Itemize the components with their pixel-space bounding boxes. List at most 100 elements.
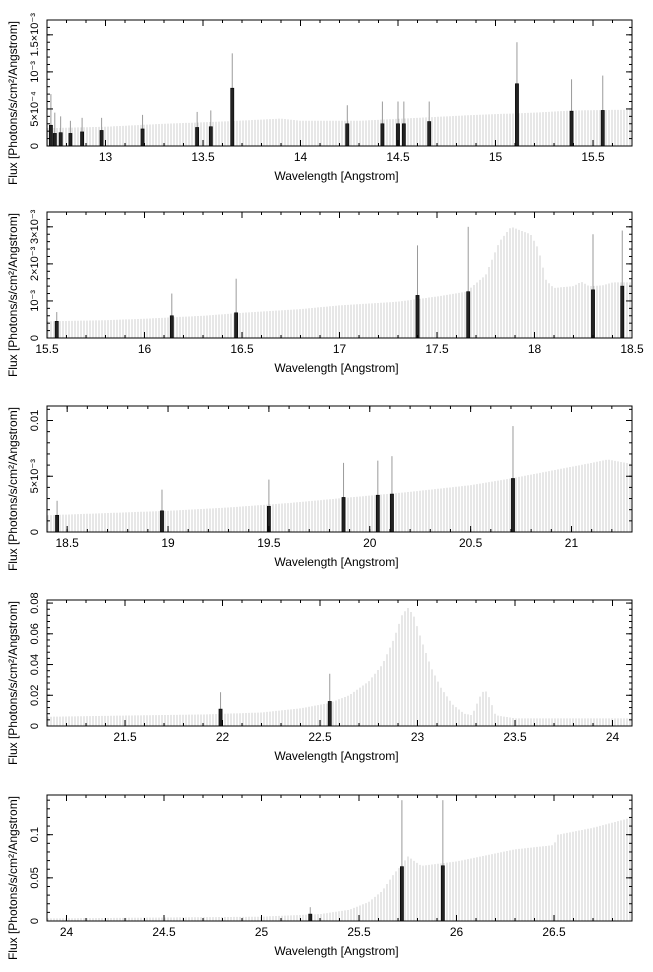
x-tick-label: 24 — [606, 730, 620, 744]
y-tick-label: 0 — [29, 335, 41, 341]
emission-line-bar — [99, 130, 104, 147]
y-tick-label: 0.02 — [29, 685, 41, 706]
spectrum-panel-5: 24 24.5 25 25.5 26 26.5 0 0.05 0.1 Wavelength [An… — [6, 794, 633, 960]
y-tick-label: 0.08 — [29, 592, 41, 613]
x-tick-label: 14.5 — [386, 150, 410, 164]
emission-line-bar — [208, 126, 213, 147]
emission-line-bar — [234, 312, 239, 339]
y-tick-label: 0 — [29, 918, 41, 924]
emission-line-bar — [54, 321, 59, 339]
emission-line-bar — [160, 510, 164, 533]
x-tick-label: 15.5 — [35, 342, 59, 356]
spectrum-panel-2: 15.5 16 16.5 17 17.5 18 18.5 0 10⁻³ 2×10⁻³ 3×10⁻³ W… — [6, 209, 644, 377]
emission-line-bar — [600, 110, 605, 147]
spectrum-panel-1: 13 13.5 14 14.5 15 15.5 0 5×10⁻⁴ 10⁻³ 1.5×10⁻³ Wav… — [6, 13, 633, 185]
y-axis-label: Flux [Photons/s/cm²/Angstrom] — [6, 213, 20, 377]
emission-line-bar — [415, 295, 420, 339]
y-tick-label: 0.01 — [29, 410, 41, 431]
emission-line-bar — [80, 131, 85, 147]
emission-line-bar — [427, 121, 432, 147]
emission-line-bar — [466, 291, 471, 339]
spectrum-panel-4: 21.5 22 22.5 23 23.5 24 0 0.02 0.04 0.06 0.08 Wavel… — [6, 592, 633, 765]
emission-line-bar — [58, 132, 63, 147]
x-tick-label: 13.5 — [191, 150, 215, 164]
x-tick-label: 13 — [99, 150, 113, 164]
y-tick-label: 0.05 — [29, 867, 41, 888]
emission-line-bar — [195, 127, 200, 147]
y-axis-label: Flux [Photons/s/cm²/Angstrom] — [6, 21, 20, 185]
x-tick-label: 15.5 — [581, 150, 605, 164]
x-tick-label: 15 — [489, 150, 503, 164]
x-tick-label: 17 — [333, 342, 347, 356]
y-tick-label: 0 — [29, 529, 41, 535]
x-tick-label: 18 — [528, 342, 542, 356]
emission-line-bar — [569, 110, 574, 147]
emission-line-bar — [169, 315, 174, 339]
x-axis-label: Wavelength [Angstrom] — [274, 555, 398, 569]
emission-line-bar — [308, 913, 313, 922]
x-tick-label: 26.5 — [542, 925, 566, 939]
y-tick-label: 0.1 — [29, 827, 41, 842]
emission-lines — [54, 226, 625, 339]
emission-line-bar — [52, 133, 57, 147]
x-tick-label: 17.5 — [425, 342, 449, 356]
emission-line-bar — [230, 87, 235, 147]
x-tick-label: 24 — [60, 925, 74, 939]
y-axis-label: Flux [Photons/s/cm²/Angstrom] — [6, 796, 20, 960]
emission-line-bar — [390, 493, 394, 533]
x-tick-label: 26 — [450, 925, 464, 939]
x-tick-label: 21.5 — [113, 730, 137, 744]
y-tick-label: 2×10⁻³ — [29, 246, 41, 281]
y-tick-label: 0.04 — [29, 654, 41, 675]
x-tick-label: 23.5 — [503, 730, 527, 744]
emission-line-bar — [620, 285, 625, 339]
y-tick-label: 5×10⁻³ — [29, 459, 41, 494]
model-continuum — [47, 817, 631, 921]
emission-line-bar — [375, 494, 380, 533]
x-axis-label: Wavelength [Angstrom] — [274, 944, 398, 958]
x-tick-label: 16.5 — [230, 342, 254, 356]
emission-line-bar — [380, 123, 385, 147]
emission-line-bar — [345, 123, 350, 147]
x-tick-label: 16 — [138, 342, 152, 356]
emission-line-bar — [515, 83, 519, 147]
x-tick-label: 23 — [411, 730, 425, 744]
model-continuum — [47, 608, 631, 726]
emission-line-bar — [399, 866, 404, 922]
emission-line-bar — [440, 865, 445, 922]
emission-line-bar — [140, 128, 145, 147]
x-tick-label: 20 — [363, 536, 377, 550]
emission-line-bar — [591, 289, 595, 339]
model-continuum — [47, 227, 631, 338]
model-continuum — [47, 459, 631, 532]
y-axis-label: Flux [Photons/s/cm²/Angstrom] — [6, 601, 20, 765]
x-axis-label: Wavelength [Angstrom] — [274, 361, 398, 375]
x-tick-label: 22 — [216, 730, 230, 744]
x-tick-label: 22.5 — [308, 730, 332, 744]
x-tick-label: 25.5 — [347, 925, 371, 939]
x-tick-label: 14 — [294, 150, 308, 164]
model-continuum — [47, 109, 631, 146]
x-tick-label: 21 — [565, 536, 579, 550]
spectrum-panel-3: 18.5 19 19.5 20 20.5 21 0 5×10⁻³ 0.01 Wavelength … — [6, 405, 633, 571]
x-tick-label: 19 — [161, 536, 175, 550]
emission-line-bar — [327, 701, 332, 727]
x-axis-label: Wavelength [Angstrom] — [274, 749, 398, 763]
y-tick-label: 10⁻³ — [29, 61, 41, 83]
x-tick-label: 18.5 — [620, 342, 644, 356]
emission-line-bar — [218, 708, 223, 727]
y-tick-label: 0 — [29, 723, 41, 729]
y-tick-label: 5×10⁻⁴ — [29, 91, 41, 127]
emission-line-bar — [401, 123, 406, 147]
y-tick-label: 10⁻³ — [29, 290, 41, 312]
y-tick-label: 0.06 — [29, 623, 41, 644]
x-tick-label: 25 — [255, 925, 269, 939]
y-tick-label: 1.5×10⁻³ — [29, 13, 41, 57]
emission-line-bar — [55, 514, 59, 533]
x-tick-label: 20.5 — [459, 536, 483, 550]
y-tick-label: 0 — [29, 143, 41, 149]
emission-lines — [218, 673, 332, 727]
x-tick-label: 18.5 — [55, 536, 79, 550]
emission-line-bar — [511, 478, 515, 533]
